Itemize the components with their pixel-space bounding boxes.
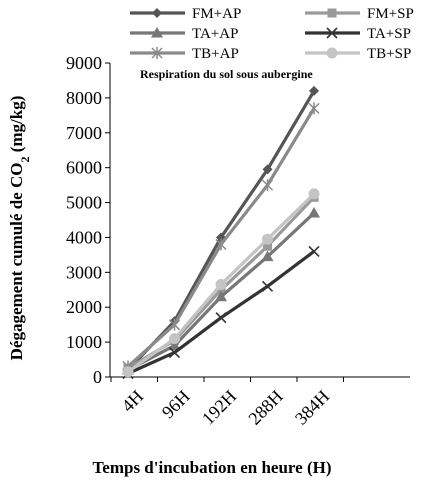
x-tick-label: 384H: [291, 386, 333, 428]
legend: FM+AP FM+SP TA+AP TA+SP TB+AP TB+SP: [130, 6, 414, 62]
series-layer: [122, 85, 320, 380]
data-point-star: [151, 47, 163, 59]
data-point-circle: [326, 47, 338, 59]
legend-label: TA+AP: [192, 26, 238, 42]
y-tick-label: 6000: [66, 158, 102, 178]
x-tick-label: 288H: [244, 386, 286, 428]
data-point-diamond: [262, 164, 273, 175]
data-point-circle: [262, 233, 273, 245]
legend-label: FM+SP: [367, 6, 414, 22]
legend-item: TB+SP: [305, 46, 411, 62]
data-point-triangle: [308, 207, 320, 218]
data-point-x: [215, 312, 227, 324]
data-point-x: [308, 245, 320, 257]
y-axis-title-unit: (mg/kg): [7, 96, 26, 157]
y-axis-title-main: Dégagement cumulé de CO: [7, 163, 26, 361]
legend-label: TA+SP: [367, 26, 411, 42]
data-point-triangle: [151, 27, 163, 38]
legend-label: FM+AP: [192, 6, 241, 22]
y-tick-label: 4000: [66, 227, 102, 247]
data-point-circle: [169, 333, 180, 345]
data-point-square: [263, 241, 272, 251]
data-point-triangle: [215, 290, 227, 302]
data-point-square: [327, 8, 337, 18]
series-line: [126, 90, 316, 372]
data-point-triangle: [168, 339, 181, 351]
y-tick-label: 9000: [66, 53, 102, 73]
y-axis-title: Dégagement cumulé de CO2 (mg/kg): [7, 96, 32, 361]
legend-label: TB+AP: [192, 46, 239, 62]
data-point-diamond: [152, 8, 162, 18]
data-point-x: [326, 27, 338, 39]
x-axis: 4H 96H 192H 288H 384H: [110, 376, 410, 429]
y-tick-label: 8000: [66, 88, 102, 108]
y-axis-title-subscript: 2: [18, 157, 32, 163]
series-fm-ap: [123, 85, 319, 376]
data-point-diamond: [309, 85, 319, 96]
series-tb-sp: [122, 188, 320, 378]
x-tick-label: 4H: [118, 386, 148, 416]
y-tick-label: 5000: [66, 193, 102, 213]
data-point-circle: [308, 188, 320, 200]
x-tick-label: 192H: [198, 386, 240, 428]
y-tick-label: 7000: [66, 123, 102, 143]
y-tick-label: 1000: [66, 332, 102, 352]
data-point-circle: [122, 366, 134, 378]
y-axis: 0 1000 2000 3000 4000 5000 6000 7000 8000 9000: [66, 53, 111, 387]
data-point-star: [261, 179, 274, 192]
legend-item: TA+SP: [305, 26, 411, 42]
series-tb-ap: [122, 102, 320, 373]
data-point-star: [308, 102, 320, 115]
legend-item: TA+AP: [130, 26, 238, 42]
data-point-circle: [215, 279, 227, 291]
legend-item: FM+AP: [130, 6, 241, 22]
data-point-x: [261, 280, 274, 292]
y-tick-label: 3000: [66, 262, 102, 282]
data-point-triangle: [261, 250, 274, 262]
legend-item: FM+SP: [305, 6, 414, 22]
legend-label: TB+SP: [367, 46, 411, 62]
data-point-x: [168, 347, 181, 359]
series-ta-ap: [122, 207, 320, 375]
data-point-star: [168, 318, 181, 331]
y-tick-label: 0: [93, 367, 102, 387]
chart-title: Respiration du sol sous aubergine: [140, 67, 313, 81]
x-tick-label: 96H: [158, 386, 194, 422]
y-tick-label: 2000: [66, 297, 102, 317]
data-point-star: [215, 238, 227, 251]
x-axis-title: Temps d'incubation en heure (H): [93, 458, 332, 477]
legend-item: TB+AP: [130, 46, 239, 62]
